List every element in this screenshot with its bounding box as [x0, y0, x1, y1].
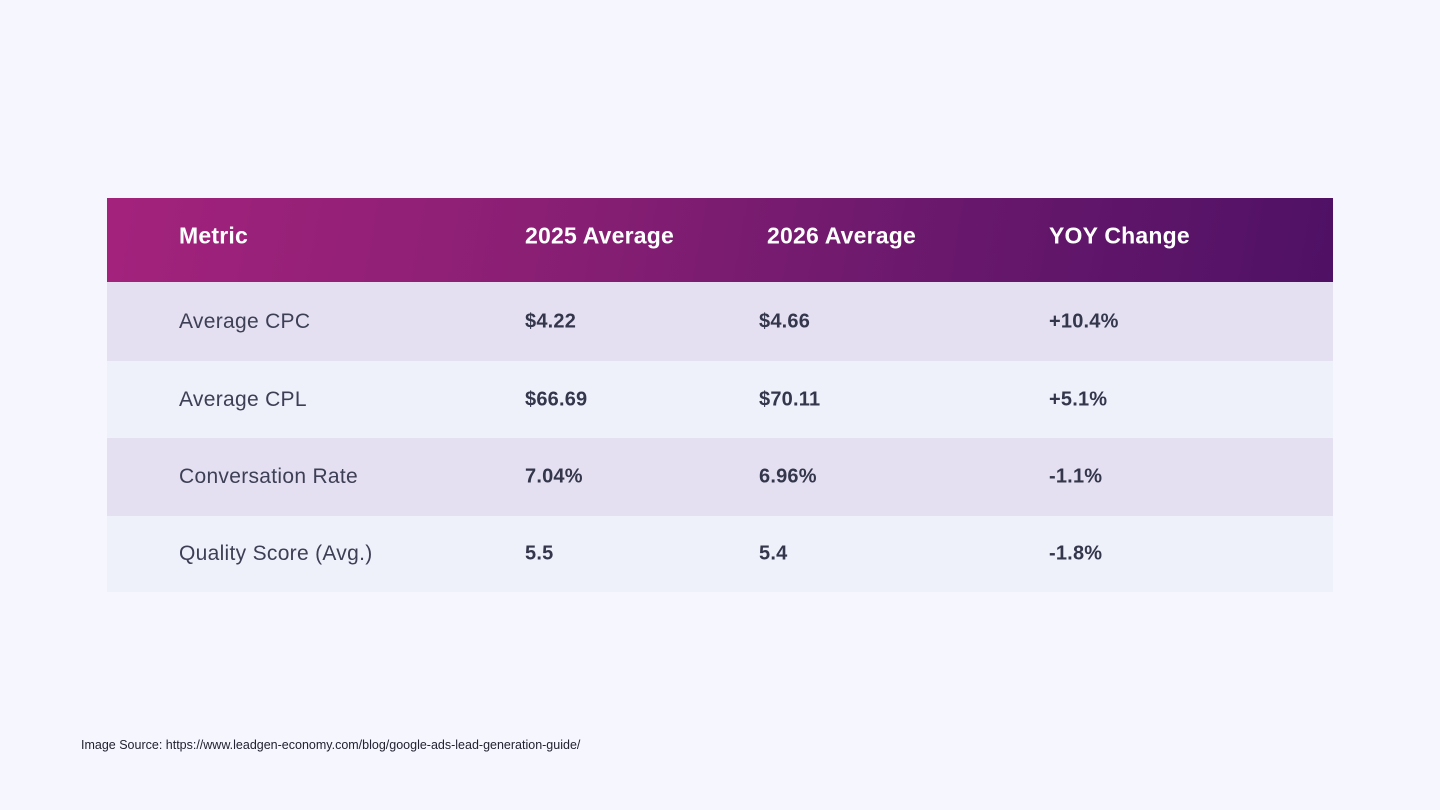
header-2026-average: 2026 Average: [767, 222, 917, 249]
metric-name: Quality Score (Avg.): [179, 542, 373, 565]
image-source-caption: Image Source: https://www.leadgen-econom…: [81, 738, 581, 752]
value-2026: $70.11: [759, 388, 821, 410]
value-2026: $4.66: [759, 310, 811, 332]
table-header-row: Metric 2025 Average 2026 Average YOY Cha…: [107, 198, 1333, 282]
value-2025: 5.5: [525, 542, 554, 565]
metric-name: Average CPL: [179, 387, 307, 411]
value-yoy: -1.8%: [1049, 542, 1103, 565]
metric-name: Conversation Rate: [179, 465, 359, 488]
value-yoy: +10.4%: [1049, 310, 1119, 332]
value-2026: 6.96%: [759, 465, 817, 488]
metrics-table: Metric 2025 Average 2026 Average YOY Cha…: [107, 198, 1333, 592]
metric-name: Average CPC: [179, 309, 311, 333]
value-2025: $4.22: [525, 310, 577, 332]
value-yoy: +5.1%: [1049, 388, 1108, 410]
table-row: Quality Score (Avg.) 5.5 5.4 -1.8%: [107, 516, 1333, 592]
value-2025: $66.69: [525, 388, 588, 410]
table-row: Average CPL $66.69 $70.11 +5.1%: [107, 361, 1333, 438]
value-yoy: -1.1%: [1049, 465, 1103, 488]
header-yoy-change: YOY Change: [1049, 222, 1190, 249]
header-2025-average: 2025 Average: [525, 222, 675, 249]
header-metric: Metric: [179, 222, 248, 249]
value-2026: 5.4: [759, 542, 788, 565]
table-row: Conversation Rate 7.04% 6.96% -1.1%: [107, 438, 1333, 516]
table-row: Average CPC $4.22 $4.66 +10.4%: [107, 282, 1333, 361]
value-2025: 7.04%: [525, 465, 583, 488]
